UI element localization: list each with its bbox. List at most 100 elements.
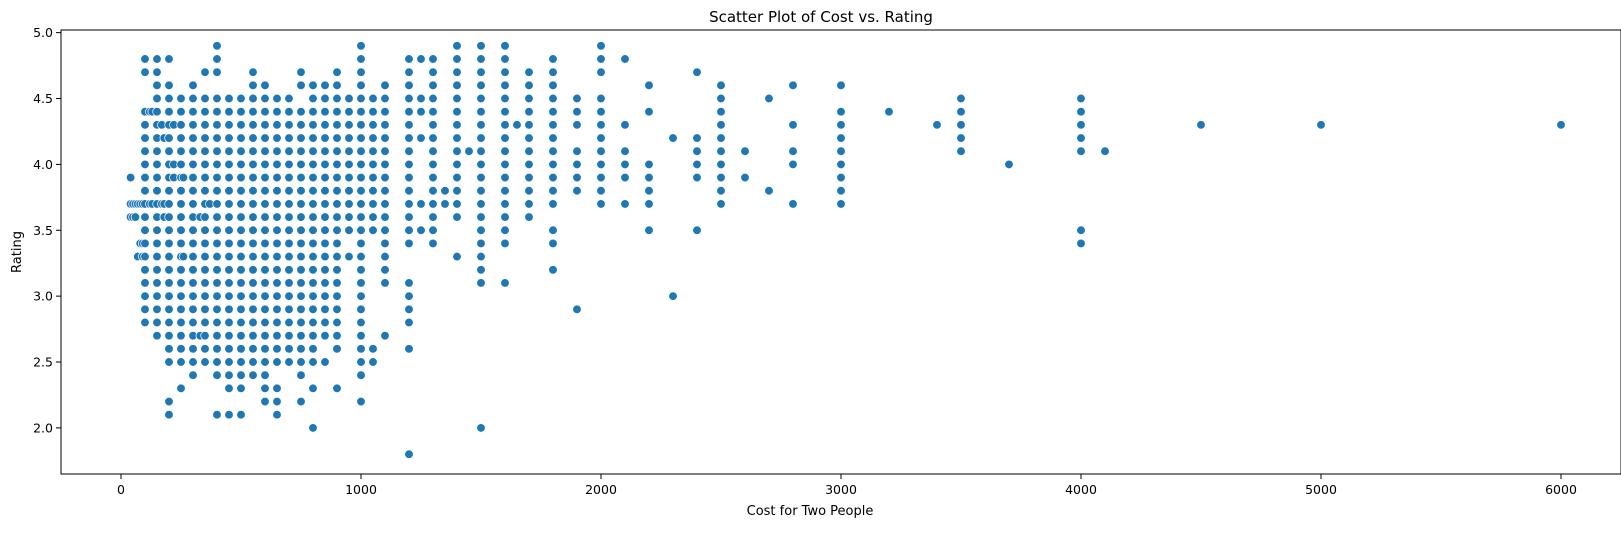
data-point [176,120,186,130]
data-point [320,225,330,235]
data-point [596,133,606,143]
data-point [428,133,438,143]
x-axis-label: Cost for Two People [747,504,874,519]
data-point [764,93,774,104]
data-point [524,146,534,156]
data-point [272,278,282,288]
data-point [548,265,558,275]
data-point [476,54,486,64]
data-point [248,120,258,130]
data-point [236,410,246,420]
data-point [692,225,702,235]
data-point [836,107,846,117]
data-point [404,133,414,143]
data-point [380,186,390,196]
data-point [404,225,414,235]
data-point [188,186,198,196]
data-point [188,291,198,301]
data-point [140,265,150,275]
data-point [332,251,342,262]
data-point [356,199,366,209]
data-point [272,344,282,354]
data-point [452,54,462,64]
data-point [308,344,318,354]
data-point [476,80,486,90]
data-point [212,238,222,249]
plot-frame [60,29,1621,475]
data-point [200,186,210,196]
data-point [248,146,258,156]
data-point [284,344,294,354]
data-point [176,107,186,117]
data-point [308,80,318,90]
data-point [248,291,258,301]
data-point [152,251,162,262]
data-point [476,172,486,183]
data-point [344,93,354,104]
data-point [200,278,210,288]
data-point [356,304,366,314]
data-point [404,199,414,209]
data-point [284,146,294,156]
data-point [548,225,558,235]
data-point [308,159,318,170]
data-point [260,212,270,222]
data-point [236,212,246,222]
data-point [296,238,306,249]
y-tick-label: 5.0 [33,25,53,40]
data-point [452,251,462,262]
data-point [320,199,330,209]
data-point [284,304,294,314]
x-tick-label: 1000 [345,482,377,497]
data-point [212,212,222,222]
data-point [572,304,582,314]
data-point [500,41,510,51]
data-point [524,107,534,117]
data-point [836,199,846,209]
data-point [260,172,270,183]
data-point [308,199,318,209]
data-point [548,120,558,130]
data-point [476,186,486,196]
data-point [284,133,294,143]
data-point [836,120,846,130]
data-point [596,172,606,183]
data-point [152,225,162,235]
data-point [224,186,234,196]
data-point [200,344,210,354]
data-point [224,265,234,275]
data-point [452,41,462,51]
data-point [692,133,702,143]
data-point [836,133,846,143]
data-point [212,172,222,183]
data-point [884,107,894,117]
data-point [1076,133,1086,143]
data-point [140,238,150,249]
data-point [272,317,282,328]
data-point [296,172,306,183]
data-point [260,278,270,288]
data-point [500,93,510,104]
data-point [572,120,582,130]
data-point [260,265,270,275]
data-point [404,107,414,117]
data-point [236,146,246,156]
data-point [296,199,306,209]
data-point [1076,146,1086,156]
data-point [956,133,966,143]
data-point [668,133,678,143]
data-point [188,146,198,156]
data-point [308,107,318,117]
data-point [260,107,270,117]
data-point [380,93,390,104]
data-point [1196,120,1206,130]
data-point [368,172,378,183]
data-point [356,370,366,380]
data-point [548,186,558,196]
data-point [1556,120,1566,130]
data-point [404,238,414,249]
data-point [512,120,522,130]
data-point [356,317,366,328]
data-point [332,383,342,394]
